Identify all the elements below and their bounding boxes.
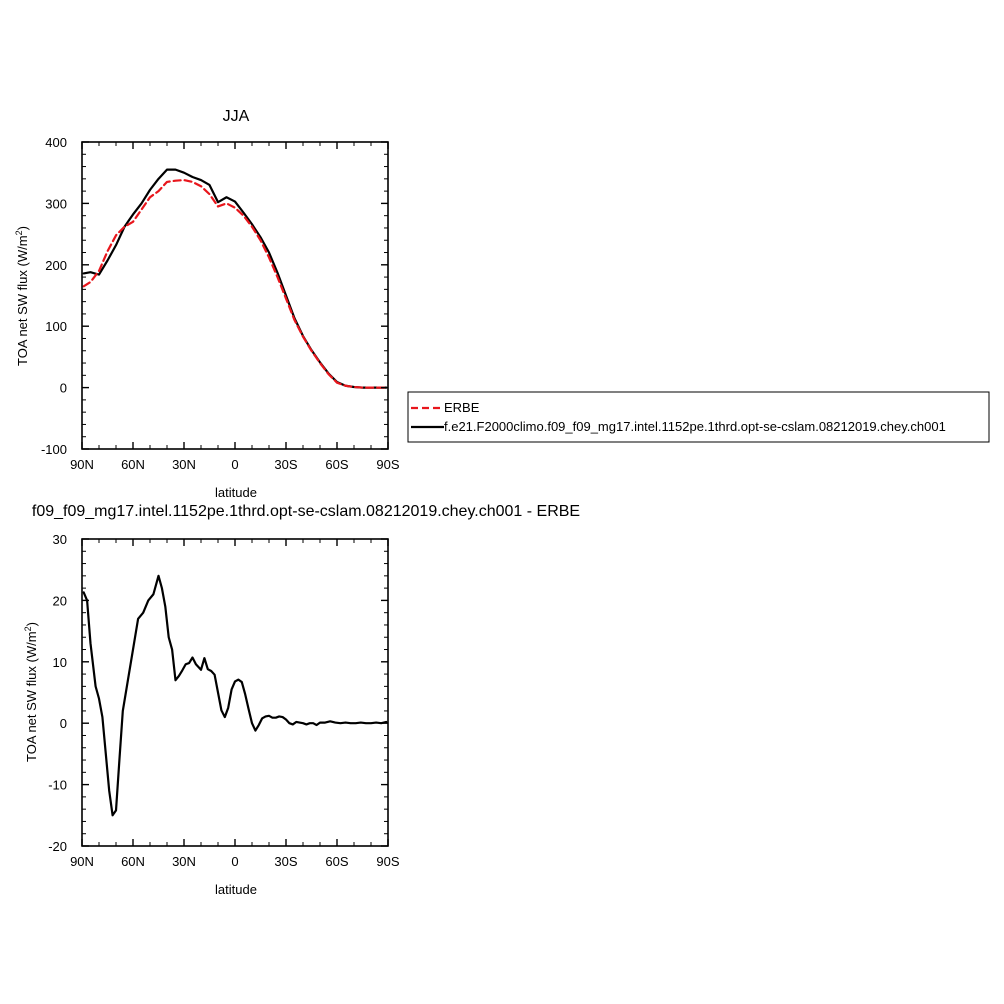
bottom-y-tick-label: 20 [53,593,67,608]
bottom-plot-area [82,574,388,817]
bottom-x-tick-label: 90N [70,854,94,869]
legend: ERBE f.e21.F2000climo.f09_f09_mg17.intel… [407,391,990,443]
legend-box [407,391,990,443]
bottom-x-tick-label: 30S [274,854,297,869]
top-y-tick-label: 200 [45,258,67,273]
top-series-line-0 [82,178,388,389]
legend-label-erbe: ERBE [444,400,480,415]
top-plot-frame [81,141,389,450]
bottom-x-tick-label: 60S [325,854,348,869]
top-x-tick-label: 60S [325,457,348,472]
bottom-series-line-0 [82,574,388,817]
top-chart-title: JJA [223,108,250,125]
bottom-x-tick-label: 30N [172,854,196,869]
bottom-y-tick-label: 30 [53,532,67,547]
bottom-x-tick-label: 90S [376,854,399,869]
top-x-tick-label: 60N [121,457,145,472]
top-x-tick-label: 90N [70,457,94,472]
bottom-y-tick-label: -20 [48,839,67,854]
bottom-y-tick-label: 0 [60,716,67,731]
top-x-axis-label: latitude [215,485,257,500]
top-x-tick-label: 90S [376,457,399,472]
bottom-y-axis-label: TOA net SW flux (W/m2) [23,622,39,762]
bottom-x-tick-label: 60N [121,854,145,869]
top-x-tick-label: 0 [231,457,238,472]
top-y-tick-label: 400 [45,135,67,150]
bottom-y-tick-label: -10 [48,778,67,793]
legend-label-model: f.e21.F2000climo.f09_f09_mg17.intel.1152… [444,419,946,434]
top-y-tick-label: 300 [45,196,67,211]
bottom-panel: f09_f09_mg17.intel.1152pe.1thrd.opt-se-c… [23,503,580,897]
top-y-tick-label: -100 [41,442,67,457]
top-y-axis-label: TOA net SW flux (W/m2) [14,226,30,366]
bottom-x-axis-label: latitude [215,882,257,897]
top-y-tick-label: 100 [45,319,67,334]
bottom-chart-title: f09_f09_mg17.intel.1152pe.1thrd.opt-se-c… [32,503,580,520]
bottom-plot-frame [81,538,389,847]
top-panel: JJA 90N 60N 30N 0 30S 60S 90S -100 0 100 200 300 400… [14,108,400,500]
top-x-tick-label: 30N [172,457,196,472]
top-axes: 90N 60N 30N 0 30S 60S 90S -100 0 100 200 300 400 [41,135,400,472]
top-y-tick-label: 0 [60,381,67,396]
top-x-tick-label: 30S [274,457,297,472]
bottom-x-tick-label: 0 [231,854,238,869]
bottom-y-tick-label: 10 [53,655,67,670]
top-plot-area [82,168,388,389]
